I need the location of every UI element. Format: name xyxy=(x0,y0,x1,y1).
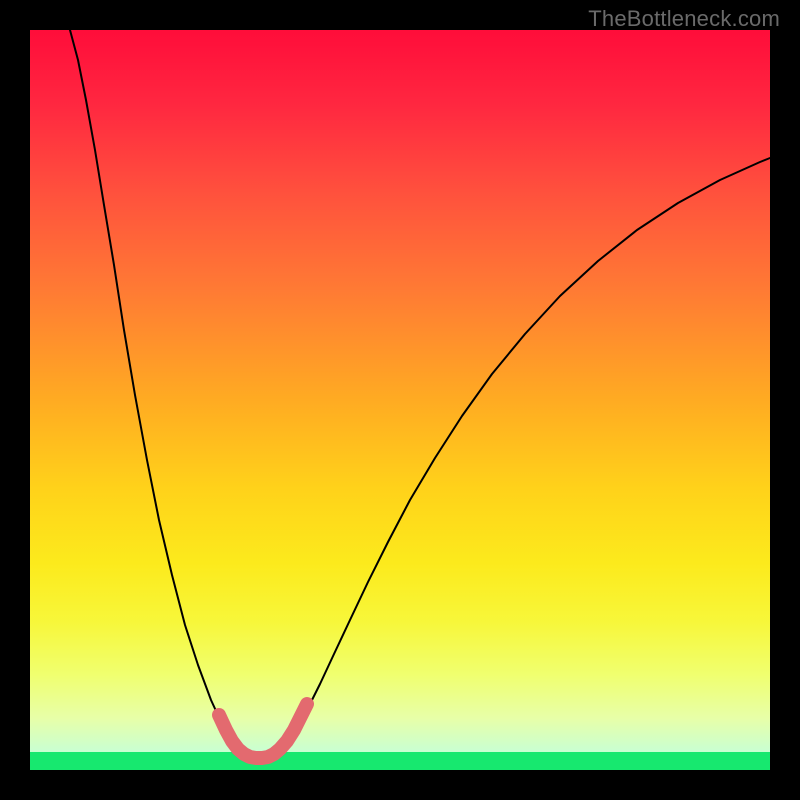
curve-layer xyxy=(0,0,800,800)
bottleneck-curve xyxy=(70,30,770,757)
optimal-range-marker xyxy=(219,704,307,758)
watermark-text: TheBottleneck.com xyxy=(588,6,780,32)
chart-stage: TheBottleneck.com xyxy=(0,0,800,800)
